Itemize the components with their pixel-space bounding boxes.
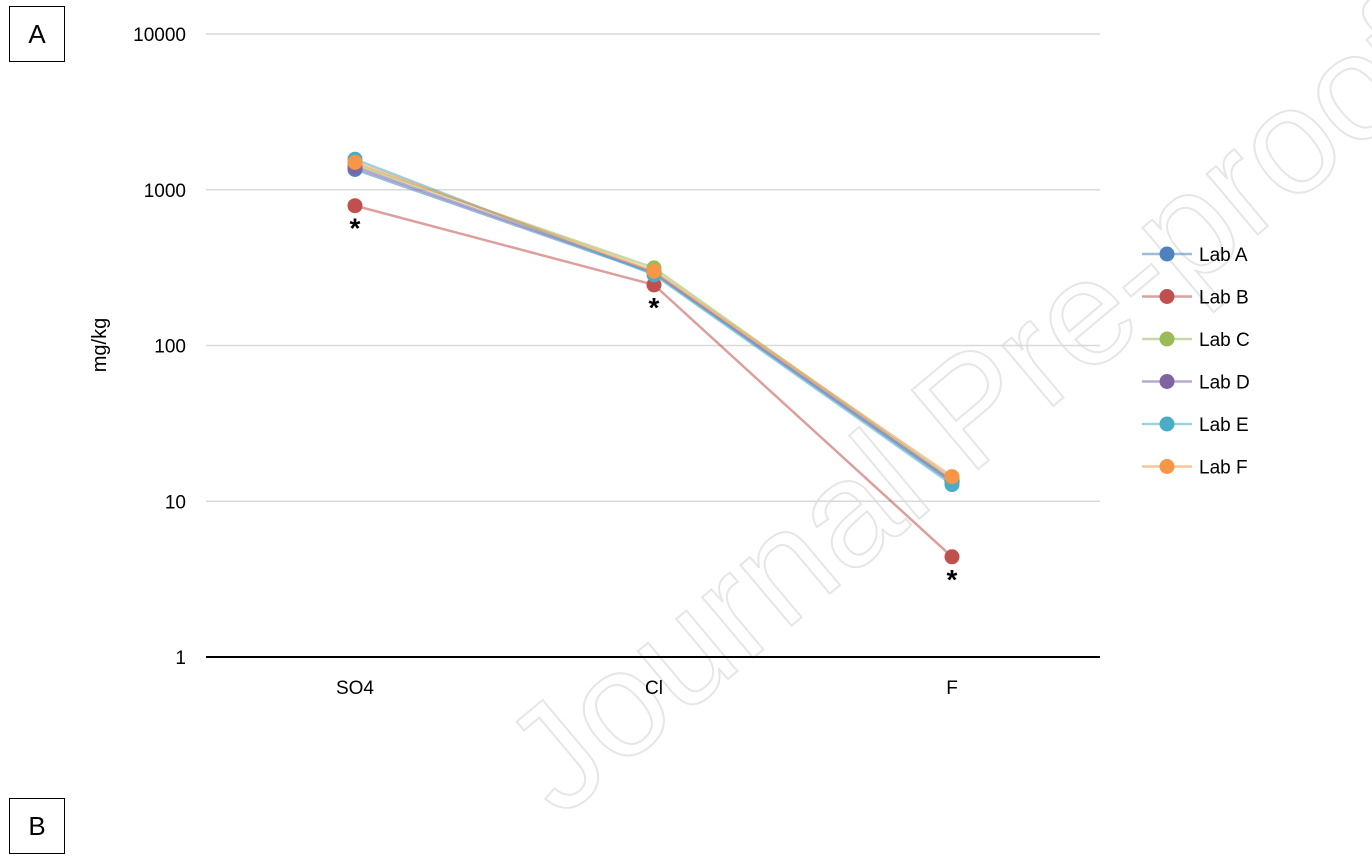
- y-tick-label: 10000: [133, 25, 186, 46]
- y-axis-title: mg/kg: [89, 318, 111, 372]
- y-tick-label: 100: [154, 337, 186, 358]
- legend: Lab A Lab B Lab C Lab D Lab E Lab F: [1142, 245, 1250, 479]
- legend-label: Lab C: [1199, 330, 1250, 351]
- data-point: [944, 549, 960, 565]
- series-line: [354, 165, 953, 482]
- panel-label-b: B: [9, 798, 65, 854]
- legend-item-lab-d: Lab D: [1142, 373, 1250, 394]
- x-axis-ticks: SO4 Cl F: [336, 678, 958, 699]
- series-lab-d: [347, 159, 960, 489]
- legend-marker: [1159, 416, 1175, 432]
- legend-marker: [1159, 289, 1175, 304]
- legend-label: Lab D: [1199, 373, 1250, 394]
- annotations: * * *: [350, 213, 958, 595]
- significance-marker: *: [649, 292, 660, 323]
- y-axis-ticks: 1 10 100 1000 10000: [133, 25, 186, 669]
- series-line: [354, 168, 953, 484]
- series-lab-b: [347, 198, 960, 565]
- legend-item-lab-c: Lab C: [1142, 330, 1250, 351]
- data-point: [347, 198, 363, 214]
- x-tick-label: F: [946, 678, 958, 699]
- legend-item-lab-f: Lab F: [1142, 458, 1248, 479]
- legend-label: Lab E: [1199, 415, 1249, 436]
- legend-item-lab-a: Lab A: [1142, 245, 1248, 266]
- y-tick-label: 1000: [144, 181, 186, 202]
- legend-label: Lab B: [1199, 288, 1249, 309]
- x-tick-label: SO4: [336, 678, 374, 699]
- series-lab-a: [347, 161, 960, 490]
- legend-item-lab-b: Lab B: [1142, 288, 1249, 309]
- legend-label: Lab F: [1199, 458, 1248, 479]
- y-tick-label: 10: [165, 492, 186, 513]
- gridlines: [206, 33, 1100, 658]
- series-group: [347, 151, 960, 565]
- legend-label: Lab A: [1199, 245, 1248, 266]
- series-line: [354, 204, 953, 558]
- data-point: [347, 154, 363, 170]
- legend-item-lab-e: Lab E: [1142, 415, 1249, 436]
- legend-marker: [1159, 331, 1175, 347]
- series-lab-f: [347, 154, 960, 485]
- legend-marker: [1159, 246, 1175, 262]
- x-tick-label: Cl: [645, 678, 663, 699]
- data-point: [944, 469, 960, 485]
- significance-marker: *: [947, 564, 958, 595]
- data-point: [646, 263, 662, 279]
- significance-marker: *: [350, 213, 361, 244]
- legend-marker: [1159, 374, 1175, 389]
- panel-label-a: A: [9, 6, 65, 62]
- legend-marker: [1159, 459, 1175, 474]
- y-tick-label: 1: [175, 648, 186, 669]
